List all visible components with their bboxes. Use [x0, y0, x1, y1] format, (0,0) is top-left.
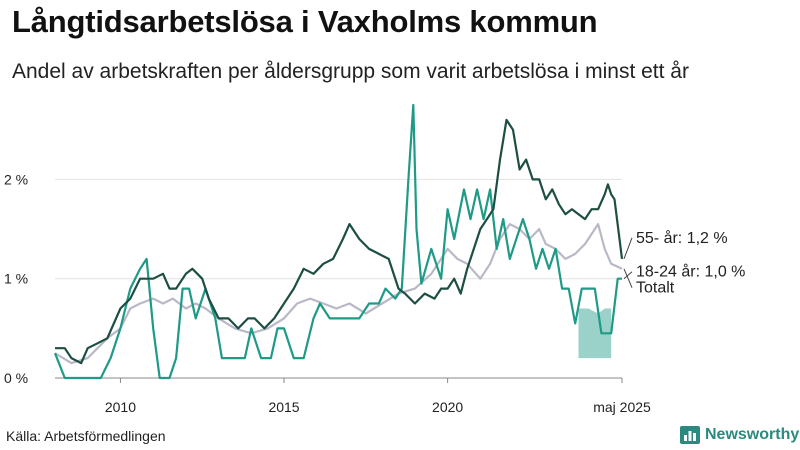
- end-label: 55- år: 1,2 %: [636, 229, 728, 247]
- range-band-area: [578, 308, 612, 359]
- y-tick-label: 0 %: [4, 370, 28, 386]
- source-note: Källa: Arbetsförmedlingen: [6, 428, 166, 444]
- x-tick-label: 2020: [432, 399, 463, 415]
- y-tick-label: 1 %: [4, 271, 28, 287]
- end-label-leader: [623, 271, 633, 280]
- y-tick-label: 2 %: [4, 171, 28, 187]
- bar-chart-logo-icon: [680, 426, 700, 444]
- x-tick-label: 2015: [268, 399, 299, 415]
- end-label-leader: [623, 237, 633, 260]
- series-line-3: [55, 118, 624, 365]
- end-label: Totalt: [636, 280, 675, 297]
- brand-logo: Newsworthy: [680, 426, 799, 444]
- y-axis: 0 % 1 % 2 %: [4, 171, 28, 386]
- series-line-1: [54, 223, 623, 365]
- chart-subtitle: Andel av arbetskraften per åldersgrupp s…: [12, 60, 689, 83]
- x-tick-label: 2010: [105, 399, 136, 415]
- end-label: 18-24 år: 1,0 %: [636, 263, 745, 281]
- x-axis: 2010 2015 2020 maj 2025: [105, 378, 651, 415]
- range-band: [578, 308, 612, 359]
- brand-name: Newsworthy: [705, 426, 800, 443]
- end-label-leader: [623, 268, 633, 288]
- series-lines: [53, 103, 624, 380]
- line-chart: 0 % 1 % 2 % 2010 2015 2020 maj 2025 Totalt18-…: [4, 103, 745, 415]
- chart-title: Långtidsarbetslösa i Vaxholms kommun: [12, 4, 598, 39]
- series-line-2: [53, 103, 622, 380]
- x-tick-label: maj 2025: [593, 399, 651, 415]
